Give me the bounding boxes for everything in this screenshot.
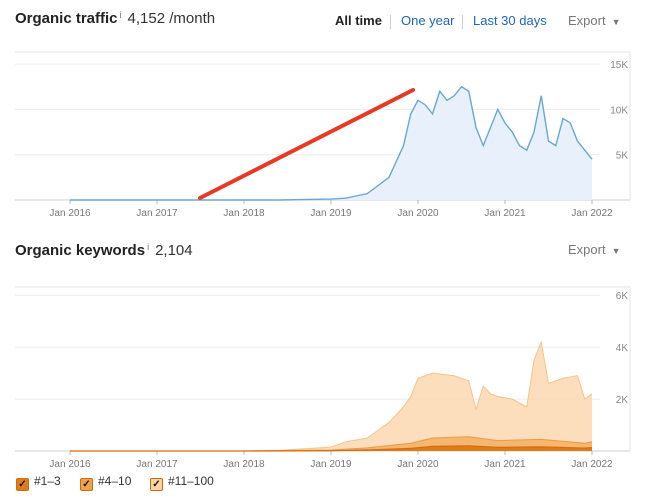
- y-tick-label: 2K: [616, 395, 629, 406]
- area-11100: [70, 341, 592, 451]
- traffic-chart: 5K 10K 15K Jan 2016 Jan 2017 Jan 2018 Jan 2019…: [15, 51, 631, 219]
- info-icon[interactable]: i: [147, 242, 150, 252]
- keywords-export-button[interactable]: Export ▼: [568, 242, 621, 257]
- legend-item-4-10[interactable]: ✓ #4–10: [80, 474, 131, 491]
- keywords-chart: 2K 4K 6K Jan 2016 Jan 2017 Jan 2018 Jan 2019 Ja…: [15, 286, 631, 470]
- checkbox-1-3[interactable]: ✓: [16, 478, 29, 491]
- tab-divider: [462, 15, 463, 29]
- x-tick-label: Jan 2020: [397, 208, 439, 219]
- legend-item-11-100[interactable]: ✓ #11–100: [150, 474, 214, 491]
- area-traffic: [70, 86, 592, 200]
- traffic-value: 4,152 /month: [127, 10, 216, 27]
- organic-keywords-panel: Organic keywords i 2,104 Export ▼: [0, 230, 650, 470]
- x-tick-label: Jan 2022: [571, 208, 613, 219]
- x-tick-label: Jan 2017: [136, 459, 178, 470]
- legend-label: #11–100: [168, 474, 214, 488]
- traffic-export-button[interactable]: Export ▼: [568, 13, 621, 28]
- x-tick-label: Jan 2020: [397, 459, 439, 470]
- x-tick-label: Jan 2016: [49, 459, 91, 470]
- traffic-title: Organic traffic: [15, 10, 118, 27]
- x-tick-label: Jan 2021: [484, 459, 526, 470]
- y-tick-label: 15K: [610, 60, 628, 71]
- legend-item-1-3[interactable]: ✓ #1–3: [16, 474, 61, 491]
- keywords-title: Organic keywords: [15, 242, 146, 259]
- y-tick-label: 10K: [610, 105, 628, 116]
- keywords-header: Organic keywords i 2,104: [15, 242, 193, 259]
- legend-label: #1–3: [34, 474, 61, 488]
- x-tick-label: Jan 2019: [310, 459, 352, 470]
- x-tick-label: Jan 2016: [49, 208, 91, 219]
- x-tick-label: Jan 2021: [484, 208, 526, 219]
- organic-traffic-panel: Organic traffic i 4,152 /month All time On…: [0, 0, 650, 230]
- x-tick-label: Jan 2018: [223, 208, 265, 219]
- area-13: [70, 445, 592, 451]
- info-icon[interactable]: i: [119, 10, 122, 20]
- legend-label: #4–10: [98, 474, 132, 488]
- series-line-11100: [70, 340, 593, 452]
- chevron-down-icon: ▼: [611, 246, 621, 256]
- tab-last-30-days[interactable]: Last 30 days: [473, 13, 547, 28]
- tab-all-time[interactable]: All time: [335, 13, 382, 28]
- x-tick-label: Jan 2019: [310, 208, 352, 219]
- keywords-value: 2,104: [155, 242, 193, 259]
- y-tick-label: 4K: [616, 343, 629, 354]
- annotation-arrow: [198, 88, 415, 200]
- export-label: Export: [568, 242, 606, 257]
- x-tick-label: Jan 2022: [571, 459, 613, 470]
- checkbox-11-100[interactable]: ✓: [150, 478, 163, 491]
- y-tick-label: 6K: [616, 291, 629, 302]
- tab-divider: [390, 15, 391, 29]
- tab-one-year[interactable]: One year: [401, 13, 455, 28]
- checkbox-4-10[interactable]: ✓: [80, 478, 93, 491]
- export-label: Export: [568, 13, 606, 28]
- traffic-header: Organic traffic i 4,152 /month: [15, 10, 215, 27]
- series-line-traffic: [70, 85, 593, 201]
- y-tick-label: 5K: [616, 151, 629, 162]
- series-line-13: [70, 445, 593, 452]
- chevron-down-icon: ▼: [611, 17, 621, 27]
- x-tick-label: Jan 2018: [223, 459, 265, 470]
- x-tick-label: Jan 2017: [136, 208, 178, 219]
